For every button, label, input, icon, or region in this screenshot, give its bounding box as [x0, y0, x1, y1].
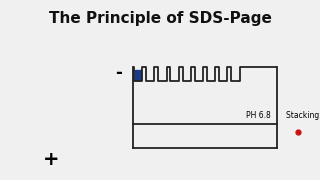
- Text: The Principle of SDS-Page: The Principle of SDS-Page: [49, 10, 271, 26]
- Text: +: +: [43, 150, 60, 169]
- Text: PH 6.8: PH 6.8: [246, 111, 270, 120]
- Text: Stacking Gel: Stacking Gel: [286, 111, 320, 120]
- Text: -: -: [115, 64, 122, 82]
